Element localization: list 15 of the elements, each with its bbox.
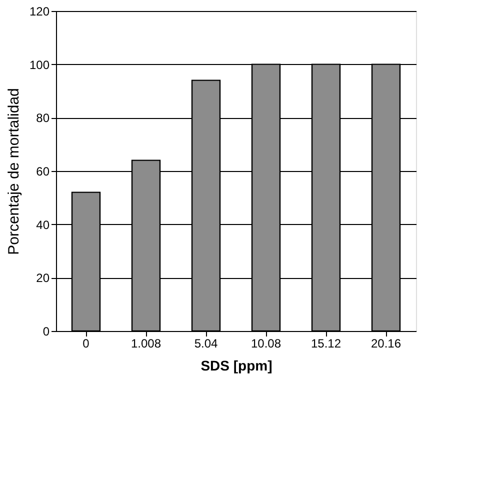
y-axis-title: Porcentaje de mortalidad xyxy=(5,88,22,255)
y-tick-label: 100 xyxy=(29,58,50,72)
y-tick-label: 120 xyxy=(29,4,50,18)
y-tick-label: 0 xyxy=(42,324,50,338)
x-tick-label: 5.04 xyxy=(194,336,218,350)
y-tick-label: 20 xyxy=(36,271,50,286)
x-axis-title: SDS [ppm] xyxy=(200,358,272,374)
x-tick-label: 1.008 xyxy=(130,336,162,350)
x-tick-label: 10.08 xyxy=(250,336,282,350)
y-tick-label: 40 xyxy=(36,218,50,232)
y-tick-label: 60 xyxy=(36,164,50,178)
x-tick-label: 20.16 xyxy=(370,336,402,350)
x-tick-label: 15.12 xyxy=(310,336,342,350)
y-tick-label: 80 xyxy=(36,111,50,126)
x-tick-label: 0 xyxy=(82,336,90,350)
